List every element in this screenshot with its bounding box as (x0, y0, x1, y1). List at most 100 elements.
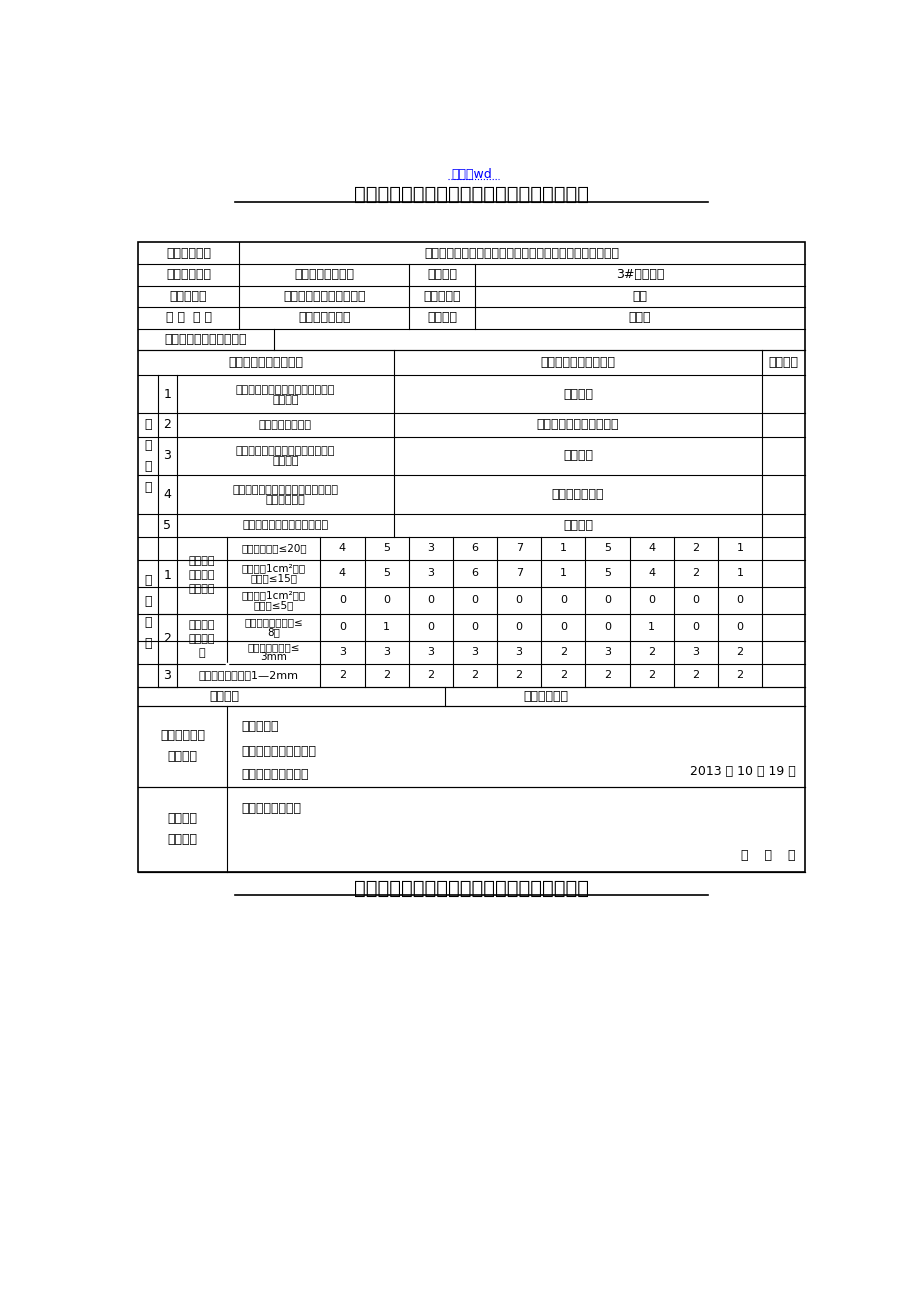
Text: 殷传辉: 殷传辉 (628, 311, 651, 324)
Text: 0: 0 (338, 595, 346, 605)
Text: 0: 0 (692, 622, 698, 631)
Text: 4: 4 (647, 543, 654, 553)
Text: 3: 3 (692, 647, 698, 658)
Text: 每带壁板气泡≤20个: 每带壁板气泡≤20个 (241, 543, 306, 553)
Text: 1: 1 (736, 568, 743, 578)
Text: 3: 3 (338, 647, 346, 658)
Text: 1: 1 (164, 569, 171, 582)
Text: 5: 5 (164, 518, 171, 531)
Text: 施工执行标准名称及编号: 施工执行标准名称及编号 (165, 333, 246, 346)
Text: 0: 0 (426, 622, 434, 631)
Text: 施工质量验收标准规定: 施工质量验收标准规定 (229, 357, 303, 368)
Text: 工程经理: 工程经理 (427, 311, 457, 324)
Text: 6: 6 (471, 543, 478, 553)
Text: 焊缝刮腻子的厚度1—2mm: 焊缝刮腻子的厚度1—2mm (199, 671, 299, 680)
Text: 2: 2 (603, 671, 610, 680)
Bar (138, 242, 804, 871)
Text: 2: 2 (692, 671, 698, 680)
Text: 0: 0 (338, 622, 346, 631)
Text: 4: 4 (338, 568, 346, 578)
Text: 1: 1 (164, 388, 171, 401)
Text: 施工单位检查评定记录: 施工单位检查评定记录 (540, 357, 615, 368)
Text: 0: 0 (648, 595, 654, 605)
Text: 0: 0 (382, 595, 390, 605)
Text: 2: 2 (515, 671, 522, 680)
Text: 1: 1 (560, 543, 566, 553)
Text: 0: 0 (560, 622, 566, 631)
Text: 3: 3 (382, 647, 390, 658)
Text: 2: 2 (692, 543, 698, 553)
Text: 3: 3 (426, 568, 434, 578)
Text: 3#塔内壁板: 3#塔内壁板 (615, 268, 664, 281)
Text: 防腐前壁
板剩余清
理: 防腐前壁 板剩余清 理 (188, 620, 215, 658)
Text: 2: 2 (647, 671, 654, 680)
Text: 检查结论：: 检查结论： (241, 720, 278, 733)
Text: ．．．wd: ．．．wd (450, 168, 492, 181)
Text: 验收记录: 验收记录 (767, 357, 798, 368)
Text: 0: 0 (560, 595, 566, 605)
Text: 分部工程名称: 分部工程名称 (166, 268, 210, 281)
Text: 的数量≤5个: 的数量≤5个 (254, 600, 294, 609)
Text: 3: 3 (516, 647, 522, 658)
Text: 气泡面积1cm²以上: 气泡面积1cm²以上 (242, 591, 306, 600)
Text: 0: 0 (516, 595, 522, 605)
Text: 专业监理工程师：: 专业监理工程师： (241, 802, 301, 815)
Text: 总承包单位: 总承包单位 (170, 290, 207, 303)
Text: 2: 2 (164, 633, 171, 646)
Text: 0: 0 (692, 595, 698, 605)
Text: 7: 7 (515, 568, 522, 578)
Text: 建立单位
验收结论: 建立单位 验收结论 (167, 812, 198, 846)
Text: 每带壁板上的剩余≤: 每带壁板上的剩余≤ (244, 617, 303, 628)
Text: 艾华: 艾华 (632, 290, 647, 303)
Text: 主
控
工
程: 主 控 工 程 (144, 574, 152, 650)
Text: 0: 0 (736, 622, 743, 631)
Text: 7: 7 (515, 543, 522, 553)
Text: 0: 0 (604, 595, 610, 605)
Text: 气泡面积1cm²以下: 气泡面积1cm²以下 (242, 564, 306, 574)
Text: 质量保证资料: 质量保证资料 (266, 495, 305, 505)
Text: 2: 2 (338, 671, 346, 680)
Text: 2: 2 (382, 671, 390, 680)
Text: 5: 5 (382, 543, 390, 553)
Text: 一
般
工
程: 一 般 工 程 (144, 418, 152, 493)
Text: 2: 2 (426, 671, 434, 680)
Text: 中间玻璃
丝布粘贴
平整度等: 中间玻璃 丝布粘贴 平整度等 (188, 556, 215, 594)
Text: 1: 1 (648, 622, 654, 631)
Text: 3: 3 (426, 543, 434, 553)
Text: 0: 0 (516, 622, 522, 631)
Text: 工程负责人: 工程负责人 (424, 290, 460, 303)
Text: 3: 3 (426, 647, 434, 658)
Text: 5: 5 (604, 568, 610, 578)
Text: 2: 2 (736, 671, 743, 680)
Text: 0: 0 (736, 595, 743, 605)
Text: 施工班组长：: 施工班组长： (523, 690, 568, 703)
Text: 4: 4 (338, 543, 346, 553)
Text: 0: 0 (471, 595, 478, 605)
Text: 2: 2 (559, 671, 566, 680)
Text: 西安重型机械设计研究院: 西安重型机械设计研究院 (283, 290, 365, 303)
Text: 2: 2 (647, 647, 654, 658)
Text: 3: 3 (164, 449, 171, 462)
Text: 1: 1 (382, 622, 390, 631)
Text: 5: 5 (382, 568, 390, 578)
Text: 1: 1 (736, 543, 743, 553)
Text: 1: 1 (560, 568, 566, 578)
Text: 0: 0 (426, 595, 434, 605)
Text: 3: 3 (604, 647, 610, 658)
Text: 环氧树脂、固化剂等的材质、配比、: 环氧树脂、固化剂等的材质、配比、 (233, 484, 338, 495)
Text: 齐全、符合要求: 齐全、符合要求 (551, 488, 604, 501)
Text: 山东太平洋环保: 山东太平洋环保 (298, 311, 350, 324)
Text: 8个: 8个 (267, 626, 280, 637)
Text: 罐内壁防腐工程检验批质量验收记录表（二）: 罐内壁防腐工程检验批质量验收记录表（二） (354, 879, 588, 898)
Text: 的数量≤15个: 的数量≤15个 (250, 573, 297, 583)
Text: 顶升肋板剩余、焊渣、焊缝打磨、: 顶升肋板剩余、焊渣、焊缝打磨、 (235, 384, 335, 395)
Text: 专业工长: 专业工长 (209, 690, 239, 703)
Text: 3mm: 3mm (260, 652, 287, 661)
Text: 2: 2 (164, 418, 171, 431)
Text: 4: 4 (647, 568, 654, 578)
Text: 脱硫塔内壁板防腐: 脱硫塔内壁板防腐 (294, 268, 354, 281)
Text: 施 工  单 位: 施 工 单 位 (165, 311, 211, 324)
Text: 6: 6 (471, 568, 478, 578)
Text: 施工单位检查
评定结果: 施工单位检查 评定结果 (160, 729, 205, 763)
Text: 0: 0 (471, 622, 478, 631)
